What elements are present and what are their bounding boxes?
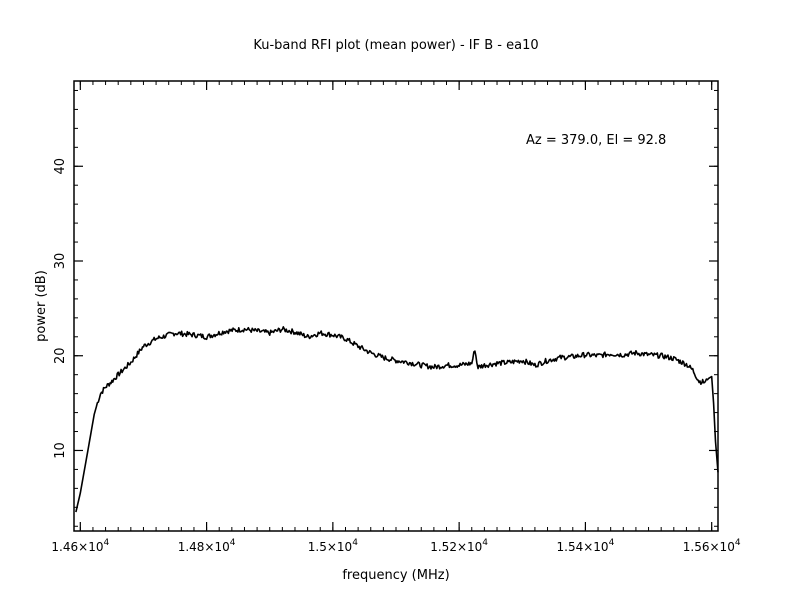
y-tick-label: 40: [53, 158, 68, 175]
major-ticks: [74, 81, 718, 531]
x-tick-label: 1.52×104: [430, 538, 488, 554]
y-tick-label: 10: [53, 442, 68, 459]
x-tick-label-exponent: 4: [230, 538, 236, 548]
x-tick-label-base: 1.48×10: [178, 540, 230, 554]
x-tick-label-base: 1.5×10: [308, 540, 352, 554]
x-tick-label-base: 1.52×10: [430, 540, 482, 554]
x-axis-label: frequency (MHz): [342, 568, 449, 583]
x-tick-label: 1.48×104: [178, 538, 236, 554]
power-spectrum-line: [75, 326, 719, 513]
x-tick-label-base: 1.54×10: [557, 540, 609, 554]
x-tick-labels: 1.46×104 1.48×104 1.5×104 1.52×104 1.54×104 1…: [51, 538, 740, 554]
x-tick-label-base: 1.56×10: [683, 540, 735, 554]
y-tick-label: 30: [53, 253, 68, 270]
az-el-annotation: Az = 379.0, El = 92.8: [526, 133, 666, 148]
x-tick-label-base: 1.46×10: [51, 540, 103, 554]
plot-frame: [73, 80, 719, 532]
x-tick-label: 1.5×104: [308, 538, 358, 554]
x-tick-label-exponent: 4: [103, 538, 109, 548]
x-tick-label: 1.46×104: [51, 538, 109, 554]
chart-title: Ku-band RFI plot (mean power) - IF B - e…: [253, 38, 539, 53]
y-tick-label: 20: [53, 347, 68, 364]
minor-ticks: [74, 81, 718, 531]
x-tick-label: 1.56×104: [683, 538, 741, 554]
x-tick-label-exponent: 4: [352, 538, 358, 548]
x-tick-label: 1.54×104: [557, 538, 615, 554]
y-tick-labels: 10 20 30 40: [53, 158, 68, 459]
x-tick-label-exponent: 4: [609, 538, 615, 548]
y-axis-label: power (dB): [34, 270, 49, 342]
x-tick-label-exponent: 4: [482, 538, 488, 548]
x-tick-label-exponent: 4: [735, 538, 741, 548]
